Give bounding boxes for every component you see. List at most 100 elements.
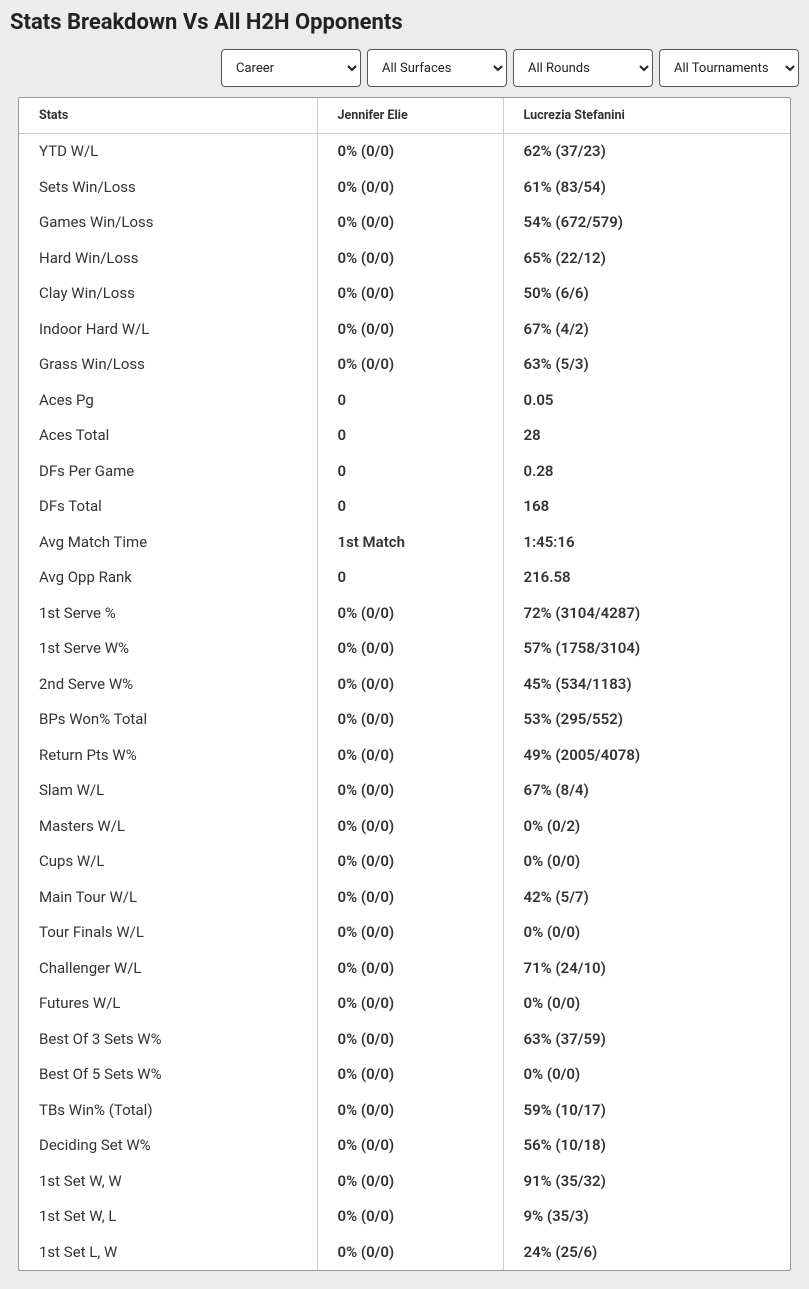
table-row: DFs Per Game00.28: [19, 454, 790, 490]
player2-value: 0% (0/0): [503, 844, 790, 880]
table-row: Return Pts W%0% (0/0)49% (2005/4078): [19, 738, 790, 774]
player1-value: 0% (0/0): [317, 205, 503, 241]
stat-label: Indoor Hard W/L: [19, 312, 317, 348]
col-header-player2: Lucrezia Stefanini: [503, 98, 790, 134]
table-row: Cups W/L0% (0/0)0% (0/0): [19, 844, 790, 880]
player1-value: 0% (0/0): [317, 347, 503, 383]
player1-value: 0% (0/0): [317, 702, 503, 738]
table-row: Deciding Set W%0% (0/0)56% (10/18): [19, 1128, 790, 1164]
player2-value: 0% (0/2): [503, 809, 790, 845]
stat-label: TBs Win% (Total): [19, 1093, 317, 1129]
player2-value: 0% (0/0): [503, 986, 790, 1022]
player1-value: 0% (0/0): [317, 1164, 503, 1200]
player2-value: 91% (35/32): [503, 1164, 790, 1200]
player1-value: 0% (0/0): [317, 1199, 503, 1235]
stat-label: Avg Opp Rank: [19, 560, 317, 596]
player1-value: 0% (0/0): [317, 986, 503, 1022]
player2-value: 53% (295/552): [503, 702, 790, 738]
player2-value: 45% (534/1183): [503, 667, 790, 703]
stat-label: Futures W/L: [19, 986, 317, 1022]
table-row: Clay Win/Loss0% (0/0)50% (6/6): [19, 276, 790, 312]
stat-label: Tour Finals W/L: [19, 915, 317, 951]
stat-label: 1st Serve %: [19, 596, 317, 632]
table-row: 1st Set W, L0% (0/0)9% (35/3): [19, 1199, 790, 1235]
stats-table-container: Stats Jennifer Elie Lucrezia Stefanini Y…: [18, 97, 791, 1271]
filter-bar: Career All Surfaces All Rounds All Tourn…: [0, 45, 809, 97]
player1-value: 1st Match: [317, 525, 503, 561]
table-row: 1st Serve W%0% (0/0)57% (1758/3104): [19, 631, 790, 667]
player2-value: 0.28: [503, 454, 790, 490]
table-row: Grass Win/Loss0% (0/0)63% (5/3): [19, 347, 790, 383]
player2-value: 0.05: [503, 383, 790, 419]
player1-value: 0% (0/0): [317, 134, 503, 170]
table-row: DFs Total0168: [19, 489, 790, 525]
table-row: Tour Finals W/L0% (0/0)0% (0/0): [19, 915, 790, 951]
stat-label: Sets Win/Loss: [19, 170, 317, 206]
player2-value: 61% (83/54): [503, 170, 790, 206]
table-row: TBs Win% (Total)0% (0/0)59% (10/17): [19, 1093, 790, 1129]
table-row: BPs Won% Total0% (0/0)53% (295/552): [19, 702, 790, 738]
stat-label: Main Tour W/L: [19, 880, 317, 916]
stat-label: DFs Total: [19, 489, 317, 525]
player1-value: 0% (0/0): [317, 773, 503, 809]
stat-label: Masters W/L: [19, 809, 317, 845]
player1-value: 0: [317, 454, 503, 490]
player2-value: 59% (10/17): [503, 1093, 790, 1129]
filter-surface-select[interactable]: All Surfaces: [367, 49, 507, 87]
filter-rounds-select[interactable]: All Rounds: [513, 49, 653, 87]
stat-label: BPs Won% Total: [19, 702, 317, 738]
player2-value: 71% (24/10): [503, 951, 790, 987]
player2-value: 28: [503, 418, 790, 454]
stat-label: Challenger W/L: [19, 951, 317, 987]
table-row: Main Tour W/L0% (0/0)42% (5/7): [19, 880, 790, 916]
player1-value: 0% (0/0): [317, 951, 503, 987]
player1-value: 0% (0/0): [317, 667, 503, 703]
player1-value: 0% (0/0): [317, 276, 503, 312]
player2-value: 67% (8/4): [503, 773, 790, 809]
filter-career-select[interactable]: Career: [221, 49, 361, 87]
player2-value: 67% (4/2): [503, 312, 790, 348]
player1-value: 0% (0/0): [317, 312, 503, 348]
stat-label: Aces Total: [19, 418, 317, 454]
player2-value: 1:45:16: [503, 525, 790, 561]
table-row: Hard Win/Loss0% (0/0)65% (22/12): [19, 241, 790, 277]
player1-value: 0% (0/0): [317, 631, 503, 667]
player2-value: 42% (5/7): [503, 880, 790, 916]
player1-value: 0% (0/0): [317, 738, 503, 774]
col-header-stats: Stats: [19, 98, 317, 134]
player1-value: 0% (0/0): [317, 596, 503, 632]
player2-value: 63% (37/59): [503, 1022, 790, 1058]
table-row: Games Win/Loss0% (0/0)54% (672/579): [19, 205, 790, 241]
stat-label: YTD W/L: [19, 134, 317, 170]
stats-table: Stats Jennifer Elie Lucrezia Stefanini Y…: [19, 98, 790, 1270]
player1-value: 0% (0/0): [317, 1022, 503, 1058]
player2-value: 216.58: [503, 560, 790, 596]
player2-value: 0% (0/0): [503, 1057, 790, 1093]
player1-value: 0: [317, 489, 503, 525]
table-row: Futures W/L0% (0/0)0% (0/0): [19, 986, 790, 1022]
player2-value: 62% (37/23): [503, 134, 790, 170]
page-title: Stats Breakdown Vs All H2H Opponents: [0, 0, 809, 45]
table-row: Sets Win/Loss0% (0/0)61% (83/54): [19, 170, 790, 206]
stat-label: 1st Set W, L: [19, 1199, 317, 1235]
player2-value: 54% (672/579): [503, 205, 790, 241]
stat-label: Grass Win/Loss: [19, 347, 317, 383]
filter-tournaments-select[interactable]: All Tournaments: [659, 49, 799, 87]
stat-label: 2nd Serve W%: [19, 667, 317, 703]
player1-value: 0: [317, 418, 503, 454]
stat-label: Games Win/Loss: [19, 205, 317, 241]
stat-label: Deciding Set W%: [19, 1128, 317, 1164]
table-row: Best Of 3 Sets W%0% (0/0)63% (37/59): [19, 1022, 790, 1058]
table-row: YTD W/L0% (0/0)62% (37/23): [19, 134, 790, 170]
player2-value: 57% (1758/3104): [503, 631, 790, 667]
stat-label: Avg Match Time: [19, 525, 317, 561]
stat-label: Aces Pg: [19, 383, 317, 419]
stat-label: Return Pts W%: [19, 738, 317, 774]
col-header-player1: Jennifer Elie: [317, 98, 503, 134]
table-row: Aces Pg00.05: [19, 383, 790, 419]
table-row: Aces Total028: [19, 418, 790, 454]
table-row: 1st Set W, W0% (0/0)91% (35/32): [19, 1164, 790, 1200]
stat-label: Slam W/L: [19, 773, 317, 809]
player1-value: 0% (0/0): [317, 1128, 503, 1164]
player1-value: 0: [317, 560, 503, 596]
